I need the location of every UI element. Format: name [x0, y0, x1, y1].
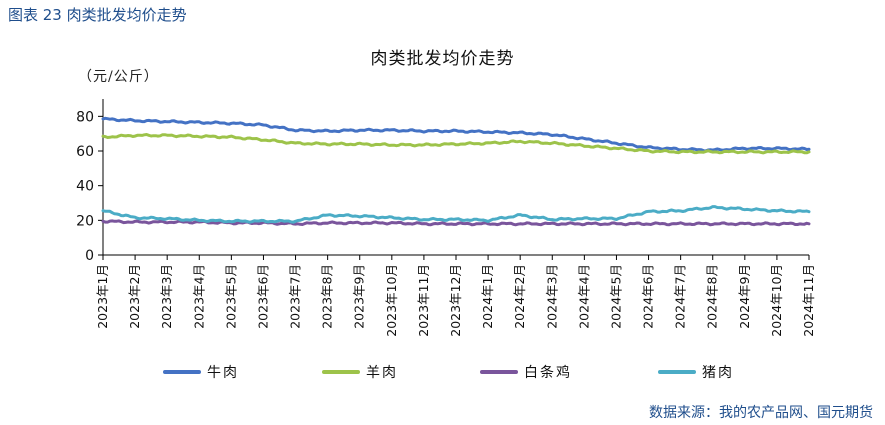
x-tick-label: 2023年10月: [384, 264, 399, 337]
y-axis-unit-label: （元/公斤）: [78, 69, 159, 85]
x-tick-label: 2024年10月: [769, 264, 784, 337]
legend-label-beef: 牛肉: [207, 365, 239, 381]
x-tick-label: 2023年6月: [255, 264, 270, 329]
chart-title: 肉类批发均价走势: [370, 49, 515, 69]
legend-item-pork: 猪肉: [658, 363, 734, 381]
x-tick-label: 2024年6月: [641, 264, 656, 329]
x-tick-label: 2023年8月: [320, 264, 335, 329]
legend-swatch-chicken: [480, 370, 518, 374]
legend-label-chicken: 白条鸡: [524, 365, 572, 381]
chart-legend: 牛肉 羊肉 白条鸡 猪肉: [0, 363, 885, 381]
x-tick-label: 2024年7月: [673, 264, 688, 329]
chart-axes: 0 20 40 60 80 2023年1月 2023年2月 2023年3月 2023年4月 202…: [76, 99, 816, 337]
legend-item-chicken: 白条鸡: [480, 363, 572, 381]
x-tick-label: 2023年12月: [448, 264, 463, 337]
figure-caption: 图表 23 肉类批发均价走势: [8, 6, 187, 24]
series-line-chicken: [101, 219, 811, 227]
y-tick-label: 40: [76, 179, 94, 195]
x-tick-label: 2024年5月: [608, 264, 623, 329]
legend-swatch-mutton: [322, 370, 360, 374]
y-tick-label: 60: [76, 144, 94, 160]
y-tick-label: 0: [85, 248, 94, 264]
x-tick-label: 2024年4月: [576, 264, 591, 329]
legend-swatch-pork: [658, 370, 696, 374]
series-line-beef: [101, 116, 811, 153]
series-line-pork: [101, 205, 811, 224]
y-tick-label: 80: [76, 109, 94, 125]
x-tick-label: 2023年9月: [352, 264, 367, 329]
x-tick-label: 2024年2月: [512, 264, 527, 329]
line-chart: 0 20 40 60 80 2023年1月 2023年2月 2023年3月 2023年4月 202…: [76, 99, 816, 337]
series-line-mutton: [101, 133, 811, 155]
x-tick-label: 2023年5月: [223, 264, 238, 329]
x-tick-label: 2023年7月: [288, 264, 303, 329]
legend-item-mutton: 羊肉: [322, 363, 398, 381]
x-tick-label: 2024年8月: [705, 264, 720, 329]
x-tick-label: 2023年1月: [95, 264, 110, 329]
x-tick-label: 2023年2月: [127, 264, 142, 329]
x-tick-label: 2024年11月: [801, 264, 816, 337]
x-tick-label: 2023年11月: [416, 264, 431, 337]
x-tick-label: 2024年9月: [737, 264, 752, 329]
x-tick-label: 2024年1月: [480, 264, 495, 329]
x-tick-label: 2023年4月: [191, 264, 206, 329]
y-tick-label: 20: [76, 213, 94, 229]
legend-label-mutton: 羊肉: [366, 365, 398, 381]
x-tick-label: 2023年3月: [159, 264, 174, 329]
legend-item-beef: 牛肉: [163, 363, 239, 381]
chart-series: [101, 116, 811, 227]
x-tick-label: 2024年3月: [544, 264, 559, 329]
legend-swatch-beef: [163, 370, 201, 374]
legend-label-pork: 猪肉: [702, 365, 734, 381]
data-source: 数据来源：我的农产品网、国元期货: [649, 405, 873, 421]
